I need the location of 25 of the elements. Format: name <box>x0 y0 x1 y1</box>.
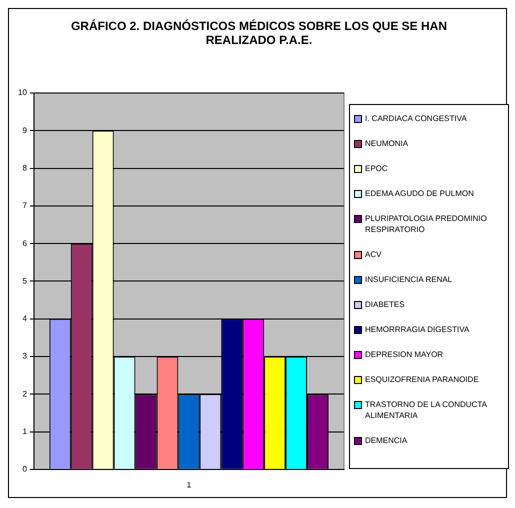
legend-label: NEUMONIA <box>365 138 408 149</box>
y-tick-label: 10 <box>18 88 28 98</box>
legend-label: ACV <box>365 249 382 260</box>
y-tick-label: 7 <box>22 201 28 210</box>
legend-label: DIABETES <box>365 299 405 310</box>
y-tick-label: 1 <box>22 426 28 436</box>
legend-label: INSUFICIENCIA RENAL <box>365 274 452 285</box>
legend-label: EDEMA AGUDO DE PULMON <box>365 188 474 199</box>
legend-label: TRASTORNO DE LA CONDUCTA ALIMENTARIA <box>365 399 488 421</box>
y-tick-label: 0 <box>22 464 28 474</box>
legend-label: DEPRESION MAYOR <box>365 349 444 360</box>
y-tick-label: 2 <box>22 389 28 398</box>
chart-title: GRÁFICO 2. DIAGNÓSTICOS MÉDICOS SOBRE LOS QUE SE HAN REALIZADO P.A.E. <box>70 19 448 47</box>
y-tick-label: 9 <box>22 126 28 135</box>
legend-label: HEMORRRAGIA DIGESTIVA <box>365 324 470 335</box>
y-tick-label: 4 <box>22 314 28 324</box>
y-tick-label: 8 <box>22 163 28 172</box>
legend-label: DEMENCIA <box>365 435 408 446</box>
y-tick-label: 6 <box>22 238 28 248</box>
y-tick-label: 3 <box>22 352 28 361</box>
legend-label: ESQUIZOFRENIA PARANOIDE <box>365 374 479 385</box>
legend-label: PLURIPATOLOGIA PREDOMINIO RESPIRATORIO <box>365 213 488 235</box>
y-tick-label: 5 <box>22 276 28 286</box>
legend-label: I. CARDIACA CONGESTIVA <box>365 113 467 124</box>
legend-label: EPOC <box>365 163 388 174</box>
